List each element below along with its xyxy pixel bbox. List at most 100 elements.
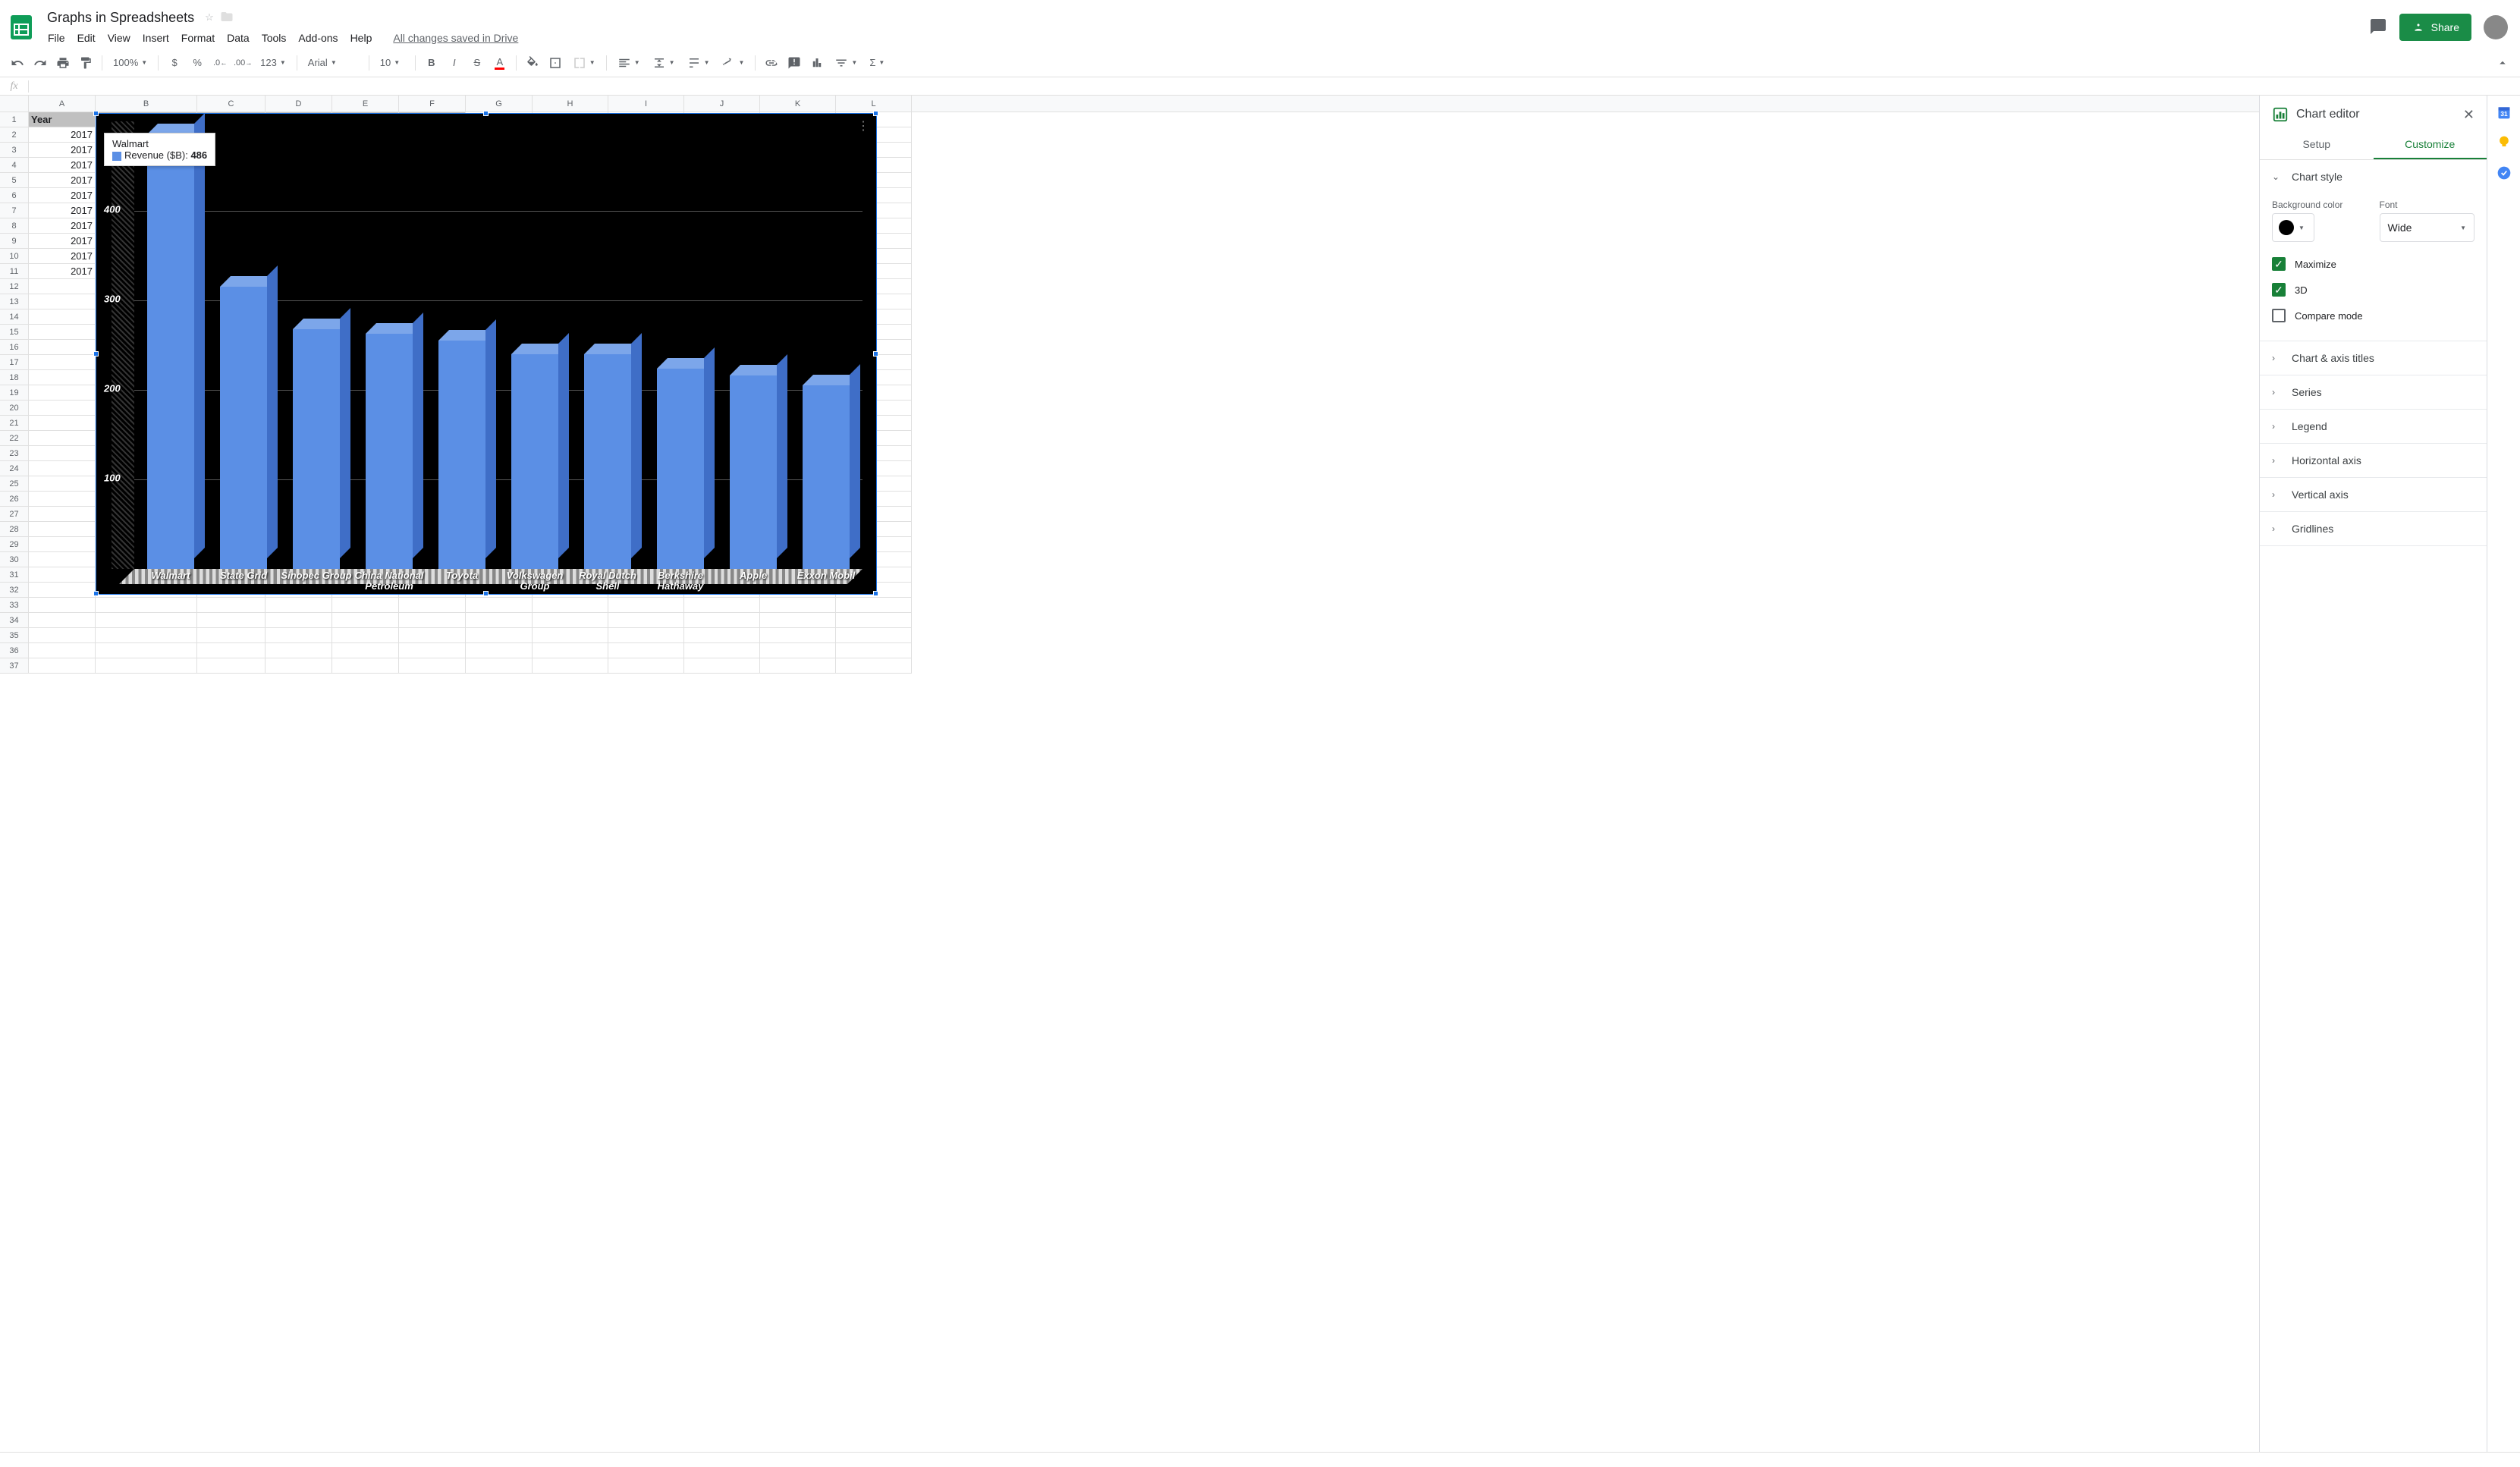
cell[interactable] bbox=[29, 567, 96, 583]
cell[interactable] bbox=[760, 643, 836, 658]
fontsize-select[interactable]: 10▼ bbox=[375, 57, 409, 68]
cell[interactable] bbox=[266, 658, 332, 674]
text-rotate-icon[interactable]: ▼ bbox=[717, 56, 749, 70]
row-header[interactable]: 13 bbox=[0, 294, 29, 309]
row-header[interactable]: 11 bbox=[0, 264, 29, 279]
cell[interactable] bbox=[332, 628, 399, 643]
star-icon[interactable]: ☆ bbox=[205, 11, 214, 24]
cell[interactable] bbox=[466, 598, 533, 613]
cell[interactable] bbox=[399, 613, 466, 628]
section-legend[interactable]: ›Legend bbox=[2260, 410, 2487, 443]
cell[interactable]: 2017 bbox=[29, 127, 96, 143]
merge-cells-icon[interactable]: ▼ bbox=[568, 56, 600, 70]
cell[interactable]: 2017 bbox=[29, 143, 96, 158]
cell[interactable] bbox=[29, 294, 96, 309]
cell[interactable] bbox=[399, 628, 466, 643]
checkbox-compare[interactable]: Compare mode bbox=[2272, 303, 2474, 328]
cell[interactable] bbox=[608, 643, 684, 658]
close-icon[interactable]: ✕ bbox=[2463, 107, 2474, 123]
currency-icon[interactable]: $ bbox=[165, 53, 184, 73]
cell[interactable] bbox=[29, 385, 96, 401]
cell[interactable] bbox=[96, 598, 197, 613]
cell[interactable]: 2017 bbox=[29, 249, 96, 264]
row-header[interactable]: 36 bbox=[0, 643, 29, 658]
cell[interactable]: 2017 bbox=[29, 264, 96, 279]
menu-file[interactable]: File bbox=[42, 29, 71, 47]
col-header-C[interactable]: C bbox=[197, 96, 266, 112]
tasks-icon[interactable] bbox=[2496, 165, 2512, 181]
menu-tools[interactable]: Tools bbox=[256, 29, 292, 47]
comments-icon[interactable] bbox=[2369, 17, 2387, 38]
cell[interactable] bbox=[399, 643, 466, 658]
cell[interactable] bbox=[197, 613, 266, 628]
chart-bar[interactable] bbox=[511, 354, 558, 569]
cell[interactable] bbox=[197, 658, 266, 674]
cell[interactable] bbox=[96, 643, 197, 658]
menu-edit[interactable]: Edit bbox=[72, 29, 101, 47]
redo-icon[interactable] bbox=[30, 53, 50, 73]
cell[interactable] bbox=[29, 492, 96, 507]
cell[interactable] bbox=[760, 598, 836, 613]
collapse-toolbar-icon[interactable] bbox=[2493, 53, 2512, 73]
tab-customize[interactable]: Customize bbox=[2374, 130, 2487, 159]
row-header[interactable]: 30 bbox=[0, 552, 29, 567]
cell[interactable] bbox=[533, 628, 608, 643]
cell[interactable] bbox=[29, 309, 96, 325]
section-series[interactable]: ›Series bbox=[2260, 375, 2487, 409]
functions-icon[interactable]: Σ▼ bbox=[865, 57, 889, 68]
cell[interactable] bbox=[533, 598, 608, 613]
row-header[interactable]: 28 bbox=[0, 522, 29, 537]
row-header[interactable]: 24 bbox=[0, 461, 29, 476]
row-header[interactable]: 12 bbox=[0, 279, 29, 294]
tab-setup[interactable]: Setup bbox=[2260, 130, 2374, 159]
row-header[interactable]: 31 bbox=[0, 567, 29, 583]
menu-addons[interactable]: Add-ons bbox=[293, 29, 343, 47]
cell[interactable]: 2017 bbox=[29, 188, 96, 203]
cell[interactable]: 2017 bbox=[29, 173, 96, 188]
cell[interactable] bbox=[608, 598, 684, 613]
section-chart-axis-titles[interactable]: ›Chart & axis titles bbox=[2260, 341, 2487, 375]
cell[interactable] bbox=[760, 613, 836, 628]
insert-chart-icon[interactable] bbox=[807, 53, 827, 73]
cell[interactable] bbox=[836, 643, 912, 658]
menu-view[interactable]: View bbox=[102, 29, 136, 47]
cell[interactable] bbox=[332, 643, 399, 658]
cell[interactable] bbox=[684, 613, 760, 628]
cell[interactable] bbox=[29, 583, 96, 598]
col-header-L[interactable]: L bbox=[836, 96, 912, 112]
cell[interactable] bbox=[29, 370, 96, 385]
cell[interactable] bbox=[29, 643, 96, 658]
chart-bar[interactable] bbox=[147, 134, 194, 569]
cell[interactable] bbox=[29, 279, 96, 294]
col-header-H[interactable]: H bbox=[533, 96, 608, 112]
font-select[interactable]: Arial▼ bbox=[303, 57, 363, 68]
cell[interactable] bbox=[29, 507, 96, 522]
cell[interactable] bbox=[29, 340, 96, 355]
chart-bar[interactable] bbox=[438, 341, 485, 569]
row-header[interactable]: 35 bbox=[0, 628, 29, 643]
cell[interactable] bbox=[466, 643, 533, 658]
chart-bar[interactable] bbox=[730, 375, 777, 569]
keep-icon[interactable] bbox=[2496, 135, 2512, 150]
row-header[interactable]: 34 bbox=[0, 613, 29, 628]
cell[interactable] bbox=[760, 658, 836, 674]
cell[interactable] bbox=[29, 476, 96, 492]
section-gridlines[interactable]: ›Gridlines bbox=[2260, 512, 2487, 545]
col-header-A[interactable]: A bbox=[29, 96, 96, 112]
menu-help[interactable]: Help bbox=[345, 29, 378, 47]
row-header[interactable]: 20 bbox=[0, 401, 29, 416]
row-header[interactable]: 22 bbox=[0, 431, 29, 446]
cell[interactable] bbox=[684, 658, 760, 674]
col-header-J[interactable]: J bbox=[684, 96, 760, 112]
cell[interactable] bbox=[332, 658, 399, 674]
cell[interactable] bbox=[836, 598, 912, 613]
row-header[interactable]: 19 bbox=[0, 385, 29, 401]
row-header[interactable]: 15 bbox=[0, 325, 29, 340]
spreadsheet-grid[interactable]: ABCDEFGHIJKL 123456789101112131415161718… bbox=[0, 96, 2259, 1452]
cell[interactable] bbox=[29, 522, 96, 537]
text-color-icon[interactable]: A bbox=[490, 53, 510, 73]
user-avatar[interactable] bbox=[2484, 15, 2508, 39]
cell[interactable] bbox=[29, 613, 96, 628]
row-header[interactable]: 5 bbox=[0, 173, 29, 188]
insert-comment-icon[interactable] bbox=[784, 53, 804, 73]
